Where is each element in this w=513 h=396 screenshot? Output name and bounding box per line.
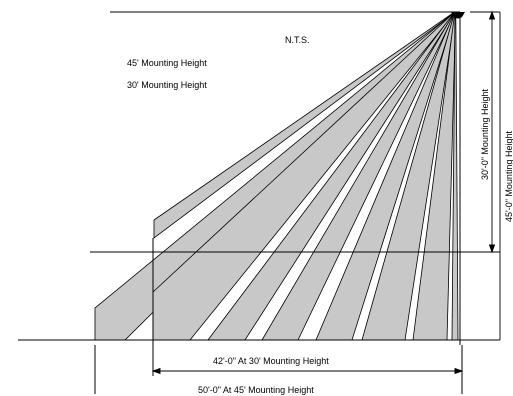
coverage-beams [94,12,459,341]
legend-30-label: 30' Mounting Height [127,80,207,90]
motion-sensor-icon [451,12,465,19]
nts-note: N.T.S. [285,35,310,45]
reference-lines [18,11,500,394]
horizontal-dimensions [151,367,464,375]
horizontal-30-label: 42'-0" At 30' Mounting Height [213,356,329,366]
vertical-30-label: 30'-0" Mounting Height [480,89,490,180]
vertical-dimensions [470,10,501,340]
legend-45-label: 45' Mounting Height [127,58,207,68]
arrow-30-top [488,10,496,20]
arrow-30-bottom [488,244,496,254]
vertical-45-label: 45'-0" Mounting Height [504,131,513,222]
arrow-30-left [151,367,161,375]
horizontal-45-label: 50'-0" At 45' Mounting Height [198,385,314,395]
arrow-30-right [454,367,464,375]
